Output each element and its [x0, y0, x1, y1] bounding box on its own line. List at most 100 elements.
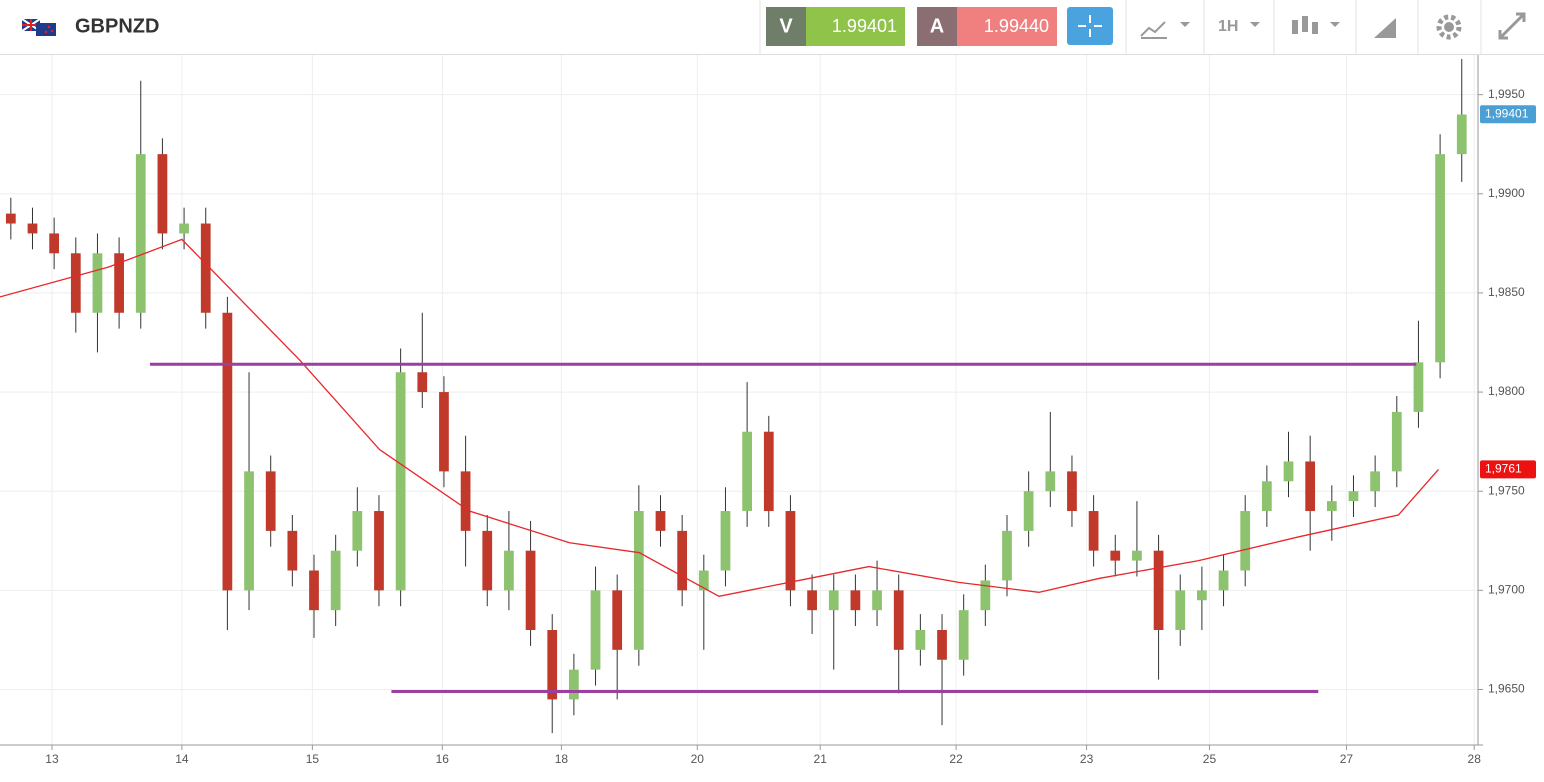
bid-letter[interactable]: V — [779, 15, 793, 37]
fullscreen-button[interactable] — [1498, 12, 1526, 40]
candle-body — [1435, 154, 1445, 363]
candle-body — [698, 570, 709, 591]
candle-body — [114, 253, 124, 313]
candle-body — [828, 590, 839, 611]
timeframe-arrow[interactable] — [1250, 22, 1260, 27]
candle-body — [1023, 491, 1034, 531]
candle-body — [980, 580, 991, 611]
settings-button[interactable] — [1436, 14, 1462, 40]
candle-body — [1370, 471, 1381, 492]
candle-body — [612, 590, 623, 650]
candle-body — [287, 530, 298, 571]
x-tick-label: 13 — [45, 752, 59, 766]
candle-body — [893, 590, 904, 650]
candle-body — [807, 590, 817, 611]
candle-body — [1218, 570, 1229, 591]
drawing-button[interactable] — [1374, 18, 1396, 38]
candle-body — [677, 530, 688, 591]
crosshair-button[interactable] — [1067, 7, 1113, 45]
x-tick-label: 27 — [1340, 752, 1354, 766]
candle-body — [525, 550, 536, 630]
candle-body — [395, 372, 406, 591]
candle-body — [1305, 461, 1316, 512]
x-tick-label: 16 — [436, 752, 450, 766]
candle-body — [352, 511, 363, 551]
candle-body — [1175, 590, 1186, 630]
candle-body — [785, 511, 796, 591]
candle-body — [850, 590, 861, 611]
timeframe[interactable]: 1H — [1218, 18, 1238, 35]
y-tick-label: 1,9650 — [1488, 682, 1525, 696]
ask-letter[interactable]: A — [930, 15, 944, 37]
ask-price[interactable]: 1.99440 — [984, 16, 1049, 36]
price-tag — [1480, 460, 1536, 479]
bid-price[interactable]: 1.99401 — [832, 16, 897, 36]
candle-body — [1283, 461, 1294, 482]
ask-letter-box[interactable] — [917, 7, 957, 46]
candle-body — [135, 154, 146, 313]
candle-body — [49, 233, 60, 254]
candle-body — [569, 669, 579, 700]
candle-body — [157, 154, 168, 234]
y-tick-label: 1,9750 — [1488, 483, 1525, 497]
x-tick-label: 14 — [175, 752, 189, 766]
toolbar-graphics: GBPNZD V 1.99401 A 1.99440 1H — [21, 0, 1526, 54]
candle-body — [915, 630, 926, 650]
candle-body — [482, 530, 493, 591]
y-tick-label: 1,9700 — [1488, 583, 1525, 597]
moving-average — [0, 238, 1439, 597]
x-tick-label: 25 — [1203, 752, 1217, 766]
chart-type-button[interactable] — [1140, 21, 1190, 39]
candle-body — [374, 511, 384, 591]
candle-body — [1067, 471, 1077, 512]
candle-body — [1326, 501, 1337, 512]
candle-body — [655, 511, 666, 531]
candle-body — [417, 372, 428, 393]
candle-body — [1391, 411, 1402, 472]
candle-body — [547, 630, 558, 700]
candle-body — [633, 511, 644, 650]
candle-body — [1110, 550, 1121, 561]
y-tick-label: 1,9950 — [1488, 87, 1525, 101]
candle-body — [1348, 491, 1359, 502]
price-tag-label: 1,99401 — [1485, 106, 1529, 120]
candle-body — [1088, 511, 1099, 551]
candle-body — [1261, 481, 1272, 512]
symbol: GBPNZD — [75, 15, 159, 37]
candle-body — [1240, 511, 1251, 571]
candle-body — [439, 392, 449, 472]
x-tick-label: 18 — [555, 752, 569, 766]
x-tick-label: 20 — [691, 752, 705, 766]
candle-body — [200, 223, 211, 313]
candle-body — [27, 223, 38, 234]
candle-body — [937, 630, 947, 660]
x-tick-label: 15 — [306, 752, 320, 766]
candle-style-button[interactable] — [1292, 16, 1340, 34]
candle-body — [309, 570, 319, 611]
candle-body — [5, 213, 16, 224]
candle-body — [1002, 530, 1012, 581]
price-tag — [1480, 105, 1536, 124]
price-tag-label: 1,9761 — [1485, 462, 1522, 476]
candle-body — [1456, 114, 1467, 155]
candle-body — [763, 431, 774, 512]
flag-icon — [21, 18, 56, 36]
candle-body — [244, 471, 254, 591]
candle-body — [1132, 550, 1142, 561]
candle-body — [1197, 590, 1207, 601]
bid-letter-box[interactable] — [766, 7, 806, 46]
bid-price-box[interactable] — [806, 7, 905, 46]
candle-body — [460, 471, 471, 531]
candle-body — [1153, 550, 1164, 630]
ask-price-box[interactable] — [957, 7, 1057, 46]
y-tick-label: 1,9850 — [1488, 285, 1525, 299]
candle-body — [742, 431, 752, 512]
candle-body — [265, 471, 276, 531]
candle-body — [70, 253, 81, 313]
x-tick-label: 28 — [1468, 752, 1482, 766]
candle-body — [504, 550, 514, 591]
x-tick-label: 22 — [949, 752, 963, 766]
settings-hub — [1444, 22, 1454, 32]
candle-body — [1413, 362, 1424, 412]
